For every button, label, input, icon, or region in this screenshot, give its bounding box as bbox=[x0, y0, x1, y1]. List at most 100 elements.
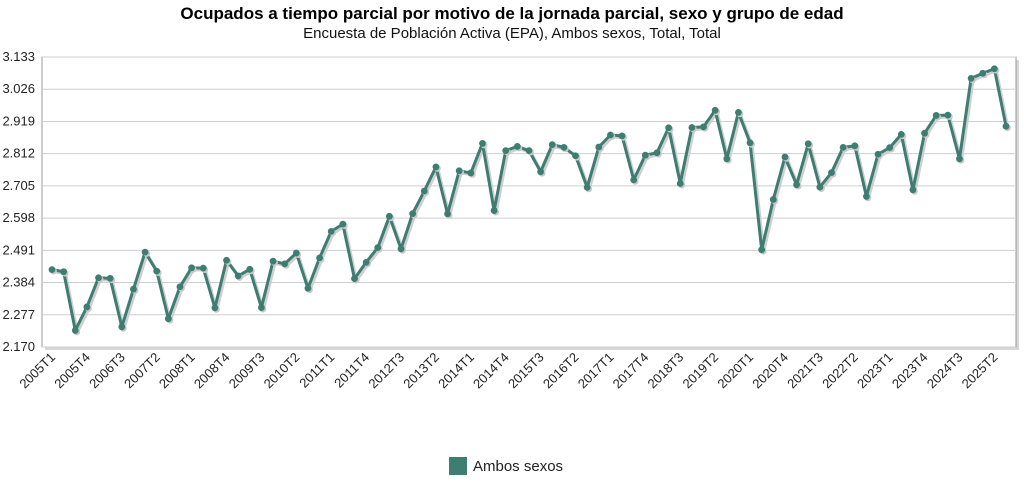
x-tick-label: 2005T4 bbox=[51, 350, 93, 392]
data-point[interactable] bbox=[525, 147, 533, 155]
data-point[interactable] bbox=[71, 327, 79, 334]
y-tick-label: 2.598 bbox=[2, 210, 35, 225]
data-point[interactable] bbox=[537, 168, 545, 176]
data-point[interactable] bbox=[60, 268, 68, 276]
data-point[interactable] bbox=[548, 141, 556, 149]
data-point[interactable] bbox=[409, 210, 417, 217]
data-point[interactable] bbox=[874, 150, 882, 158]
data-point[interactable] bbox=[316, 254, 323, 262]
data-point[interactable] bbox=[688, 124, 696, 131]
data-point[interactable] bbox=[304, 284, 312, 292]
x-tick-label: 2009T3 bbox=[226, 350, 268, 392]
x-tick-label: 2022T2 bbox=[819, 350, 861, 392]
y-tick-label: 2.919 bbox=[2, 113, 35, 128]
data-point[interactable] bbox=[909, 186, 917, 194]
data-point[interactable] bbox=[758, 246, 766, 254]
data-point[interactable] bbox=[258, 304, 265, 311]
x-tick-label: 2018T3 bbox=[645, 350, 687, 392]
data-point[interactable] bbox=[141, 248, 149, 256]
data-point[interactable] bbox=[246, 265, 254, 273]
data-point[interactable] bbox=[769, 196, 777, 203]
x-tick-label: 2016T2 bbox=[540, 350, 582, 392]
data-point[interactable] bbox=[327, 227, 335, 235]
data-point[interactable] bbox=[921, 129, 928, 137]
data-point[interactable] bbox=[653, 149, 661, 157]
data-point[interactable] bbox=[723, 155, 731, 163]
data-point[interactable] bbox=[560, 143, 568, 151]
data-point[interactable] bbox=[188, 264, 196, 272]
data-point[interactable] bbox=[95, 274, 102, 282]
y-tick-label: 2.277 bbox=[2, 307, 35, 322]
data-point[interactable] bbox=[153, 267, 161, 275]
data-point[interactable] bbox=[176, 283, 184, 291]
data-point[interactable] bbox=[106, 274, 114, 282]
data-point[interactable] bbox=[455, 167, 463, 175]
data-point[interactable] bbox=[479, 140, 486, 147]
data-point[interactable] bbox=[211, 304, 219, 312]
data-point[interactable] bbox=[618, 132, 626, 140]
data-point[interactable] bbox=[269, 257, 277, 265]
data-point[interactable] bbox=[130, 285, 137, 293]
data-point[interactable] bbox=[700, 123, 707, 131]
data-point[interactable] bbox=[281, 260, 289, 268]
data-point[interactable] bbox=[607, 131, 614, 139]
data-point[interactable] bbox=[641, 151, 649, 159]
data-point[interactable] bbox=[513, 143, 521, 150]
data-point[interactable] bbox=[595, 143, 603, 151]
data-point[interactable] bbox=[990, 65, 998, 73]
data-point[interactable] bbox=[932, 112, 940, 119]
legend[interactable]: Ambos sexos bbox=[449, 457, 563, 475]
data-point[interactable] bbox=[746, 139, 754, 147]
data-point[interactable] bbox=[630, 176, 638, 184]
chart-title: Ocupados a tiempo parcial por motivo de … bbox=[180, 4, 844, 23]
data-point[interactable] bbox=[944, 111, 952, 119]
data-point[interactable] bbox=[804, 140, 812, 148]
data-point[interactable] bbox=[967, 74, 975, 82]
data-point[interactable] bbox=[339, 220, 347, 228]
data-point[interactable] bbox=[362, 258, 370, 266]
data-point[interactable] bbox=[676, 180, 684, 187]
data-point[interactable] bbox=[862, 193, 870, 200]
data-point[interactable] bbox=[781, 153, 789, 161]
data-point[interactable] bbox=[665, 124, 673, 132]
data-point[interactable] bbox=[583, 183, 591, 191]
x-tick-label: 2024T3 bbox=[924, 350, 966, 392]
data-point[interactable] bbox=[199, 264, 207, 272]
data-point[interactable] bbox=[1002, 122, 1010, 130]
data-point[interactable] bbox=[164, 315, 172, 323]
data-point[interactable] bbox=[735, 109, 742, 116]
data-point[interactable] bbox=[83, 303, 91, 311]
data-point[interactable] bbox=[118, 323, 126, 331]
x-tick-label: 2023T1 bbox=[854, 350, 896, 392]
data-point[interactable] bbox=[851, 142, 859, 150]
data-point[interactable] bbox=[432, 163, 440, 171]
data-point[interactable] bbox=[467, 169, 475, 177]
data-point[interactable] bbox=[502, 147, 510, 155]
data-point[interactable] bbox=[816, 183, 824, 191]
data-point[interactable] bbox=[351, 275, 358, 283]
x-tick-label: 2015T3 bbox=[505, 350, 547, 392]
data-point[interactable] bbox=[292, 249, 300, 257]
data-point[interactable] bbox=[234, 272, 242, 280]
data-point[interactable] bbox=[374, 244, 382, 252]
data-point[interactable] bbox=[444, 210, 451, 218]
data-point[interactable] bbox=[385, 212, 393, 220]
data-point[interactable] bbox=[897, 130, 905, 138]
data-point[interactable] bbox=[793, 181, 800, 189]
y-tick-label: 3.026 bbox=[2, 81, 35, 96]
x-tick-label: 2025T2 bbox=[959, 350, 1001, 392]
data-point[interactable] bbox=[979, 69, 987, 77]
data-point[interactable] bbox=[956, 155, 963, 163]
data-point[interactable] bbox=[572, 152, 579, 160]
data-point[interactable] bbox=[223, 256, 230, 264]
data-point[interactable] bbox=[48, 266, 56, 274]
data-point[interactable] bbox=[397, 245, 405, 253]
data-point[interactable] bbox=[711, 106, 719, 114]
data-point[interactable] bbox=[490, 207, 498, 214]
y-tick-label: 2.491 bbox=[2, 242, 35, 257]
data-point[interactable] bbox=[886, 144, 894, 152]
data-point[interactable] bbox=[828, 169, 835, 177]
x-tick-label: 2011T4 bbox=[331, 350, 372, 391]
data-point[interactable] bbox=[420, 187, 428, 195]
data-point[interactable] bbox=[839, 143, 847, 151]
